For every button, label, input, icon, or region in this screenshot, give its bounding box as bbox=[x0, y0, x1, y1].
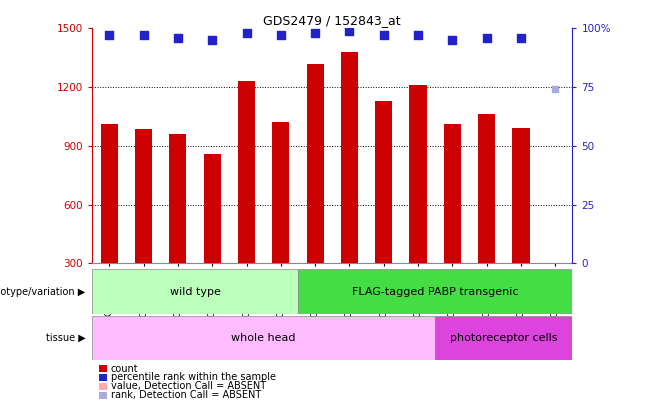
Bar bbox=[203, 153, 221, 263]
Bar bbox=[478, 115, 495, 263]
Bar bbox=[375, 101, 392, 263]
Text: rank, Detection Call = ABSENT: rank, Detection Call = ABSENT bbox=[111, 390, 261, 400]
Text: wild type: wild type bbox=[170, 287, 220, 296]
Point bbox=[241, 30, 252, 36]
Text: whole head: whole head bbox=[232, 333, 296, 343]
Point bbox=[413, 32, 423, 38]
Bar bbox=[135, 129, 152, 263]
Point bbox=[550, 86, 561, 93]
Text: genotype/variation ▶: genotype/variation ▶ bbox=[0, 287, 86, 296]
Point bbox=[344, 28, 355, 34]
Point bbox=[172, 34, 183, 41]
Text: count: count bbox=[111, 364, 138, 373]
Bar bbox=[92, 269, 298, 314]
Point bbox=[378, 32, 389, 38]
Point bbox=[447, 37, 458, 43]
Point bbox=[138, 32, 149, 38]
Bar bbox=[298, 269, 572, 314]
Bar bbox=[443, 124, 461, 263]
Bar bbox=[101, 124, 118, 263]
Bar bbox=[341, 52, 358, 263]
Point bbox=[207, 37, 217, 43]
Text: FLAG-tagged PABP transgenic: FLAG-tagged PABP transgenic bbox=[352, 287, 519, 296]
Bar bbox=[238, 81, 255, 263]
Text: tissue ▶: tissue ▶ bbox=[46, 333, 86, 343]
Point bbox=[104, 32, 114, 38]
Point bbox=[276, 32, 286, 38]
Bar bbox=[92, 316, 435, 360]
Title: GDS2479 / 152843_at: GDS2479 / 152843_at bbox=[263, 14, 401, 27]
Bar bbox=[307, 64, 324, 263]
Bar bbox=[435, 316, 572, 360]
Point bbox=[516, 34, 526, 41]
Point bbox=[310, 30, 320, 36]
Text: value, Detection Call = ABSENT: value, Detection Call = ABSENT bbox=[111, 382, 266, 391]
Text: percentile rank within the sample: percentile rank within the sample bbox=[111, 373, 276, 382]
Bar bbox=[409, 85, 426, 263]
Bar bbox=[513, 128, 530, 263]
Bar bbox=[169, 134, 186, 263]
Text: photoreceptor cells: photoreceptor cells bbox=[450, 333, 557, 343]
Bar bbox=[272, 122, 290, 263]
Point bbox=[482, 34, 492, 41]
